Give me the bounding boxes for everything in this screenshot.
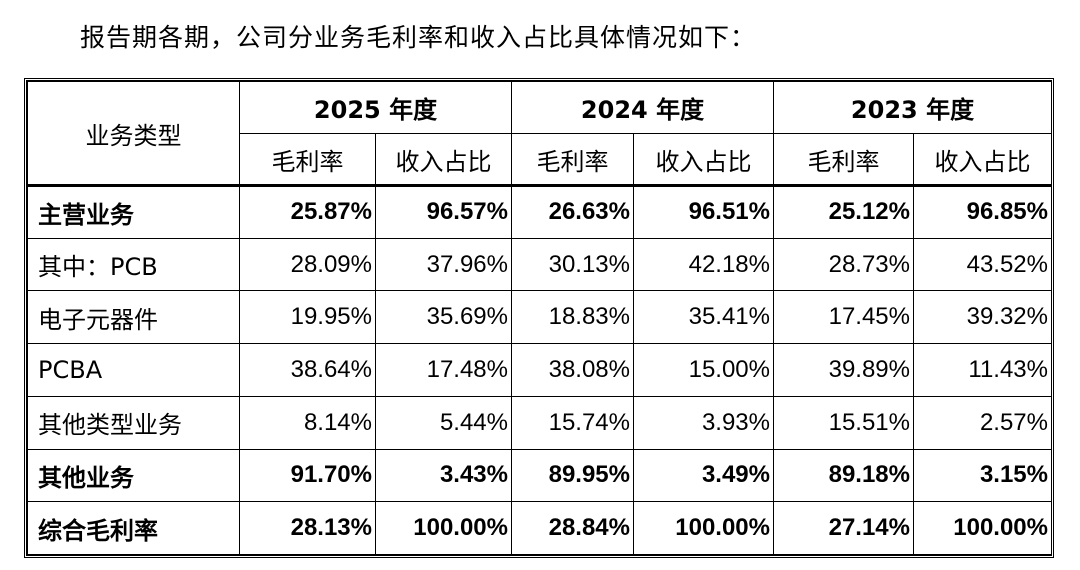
revenue-share-cell: 96.85%	[913, 184, 1052, 239]
gross-margin-cell: 38.08%	[511, 343, 634, 397]
gross-margin-cell: 18.83%	[511, 290, 634, 345]
business-type-cell: PCBA	[27, 343, 240, 397]
revenue-share-cell: 42.18%	[633, 237, 774, 292]
revenue-share-cell: 96.57%	[375, 184, 512, 239]
revenue-share-cell: 3.93%	[633, 395, 774, 450]
revenue-share-cell: 39.32%	[913, 290, 1052, 345]
gross-margin-table: 业务类型 2025 年度 2024 年度 2023 年度 毛利率 收入占比 毛利…	[27, 81, 1052, 555]
table-row: 其中：PCB 28.09% 37.96% 30.13% 42.18% 28.73% 43.5…	[27, 237, 1052, 292]
business-type-cell: 其中：PCB	[27, 237, 240, 292]
table-row: 综合毛利率 28.13% 100.00% 28.84% 100.00% 27.14% 100…	[27, 501, 1052, 555]
gross-margin-cell: 38.64%	[239, 343, 376, 397]
revenue-share-cell: 35.69%	[375, 290, 512, 345]
table-row: PCBA 38.64% 17.48% 38.08% 15.00% 39.89% 11.43%	[27, 343, 1052, 397]
gross-margin-cell: 91.70%	[239, 448, 376, 503]
business-type-cell: 主营业务	[27, 184, 240, 239]
gross-margin-cell: 26.63%	[511, 184, 634, 239]
business-type-header: 业务类型	[27, 81, 240, 186]
revenue-share-cell: 17.48%	[375, 343, 512, 397]
year-header: 2025 年度	[239, 81, 512, 134]
revenue-share-cell: 3.15%	[913, 448, 1052, 503]
revenue-share-cell: 100.00%	[633, 501, 774, 555]
revenue-share-cell: 2.57%	[913, 395, 1052, 450]
business-type-cell: 电子元器件	[27, 290, 240, 345]
revenue-share-header: 收入占比	[633, 133, 774, 186]
gross-margin-cell: 28.13%	[239, 501, 376, 555]
business-type-cell: 综合毛利率	[27, 501, 240, 555]
revenue-share-cell: 15.00%	[633, 343, 774, 397]
table-row: 其他类型业务 8.14% 5.44% 15.74% 3.93% 15.51% 2.57%	[27, 395, 1052, 450]
gross-margin-cell: 19.95%	[239, 290, 376, 345]
revenue-share-cell: 37.96%	[375, 237, 512, 292]
gross-margin-cell: 25.87%	[239, 184, 376, 239]
gross-margin-cell: 89.95%	[511, 448, 634, 503]
business-type-cell: 其他业务	[27, 448, 240, 503]
revenue-share-cell: 96.51%	[633, 184, 774, 239]
gross-margin-cell: 27.14%	[773, 501, 914, 555]
revenue-share-cell: 11.43%	[913, 343, 1052, 397]
gross-margin-cell: 17.45%	[773, 290, 914, 345]
revenue-share-header: 收入占比	[913, 133, 1052, 186]
gross-margin-header: 毛利率	[773, 133, 914, 186]
year-header: 2023 年度	[773, 81, 1052, 134]
table-row: 主营业务 25.87% 96.57% 26.63% 96.51% 25.12% 96.85%	[27, 184, 1052, 239]
table-row: 其他业务 91.70% 3.43% 89.95% 3.49% 89.18% 3.15%	[27, 448, 1052, 503]
gross-margin-cell: 8.14%	[239, 395, 376, 450]
gross-margin-table-frame: 业务类型 2025 年度 2024 年度 2023 年度 毛利率 收入占比 毛利…	[24, 78, 1054, 558]
revenue-share-cell: 3.49%	[633, 448, 774, 503]
gross-margin-cell: 89.18%	[773, 448, 914, 503]
gross-margin-cell: 28.84%	[511, 501, 634, 555]
revenue-share-cell: 35.41%	[633, 290, 774, 345]
gross-margin-cell: 28.73%	[773, 237, 914, 292]
table-row: 电子元器件 19.95% 35.69% 18.83% 35.41% 17.45% 39.32…	[27, 290, 1052, 345]
gross-margin-cell: 15.74%	[511, 395, 634, 450]
gross-margin-cell: 25.12%	[773, 184, 914, 239]
gross-margin-cell: 15.51%	[773, 395, 914, 450]
gross-margin-cell: 39.89%	[773, 343, 914, 397]
gross-margin-cell: 28.09%	[239, 237, 376, 292]
revenue-share-cell: 100.00%	[375, 501, 512, 555]
intro-paragraph: 报告期各期，公司分业务毛利率和收入占比具体情况如下：	[80, 23, 757, 52]
gross-margin-header: 毛利率	[239, 133, 376, 186]
revenue-share-header: 收入占比	[375, 133, 512, 186]
gross-margin-cell: 30.13%	[511, 237, 634, 292]
revenue-share-cell: 43.52%	[913, 237, 1052, 292]
business-type-cell: 其他类型业务	[27, 395, 240, 450]
gross-margin-header: 毛利率	[511, 133, 634, 186]
revenue-share-cell: 3.43%	[375, 448, 512, 503]
revenue-share-cell: 100.00%	[913, 501, 1052, 555]
year-header: 2024 年度	[511, 81, 774, 134]
revenue-share-cell: 5.44%	[375, 395, 512, 450]
